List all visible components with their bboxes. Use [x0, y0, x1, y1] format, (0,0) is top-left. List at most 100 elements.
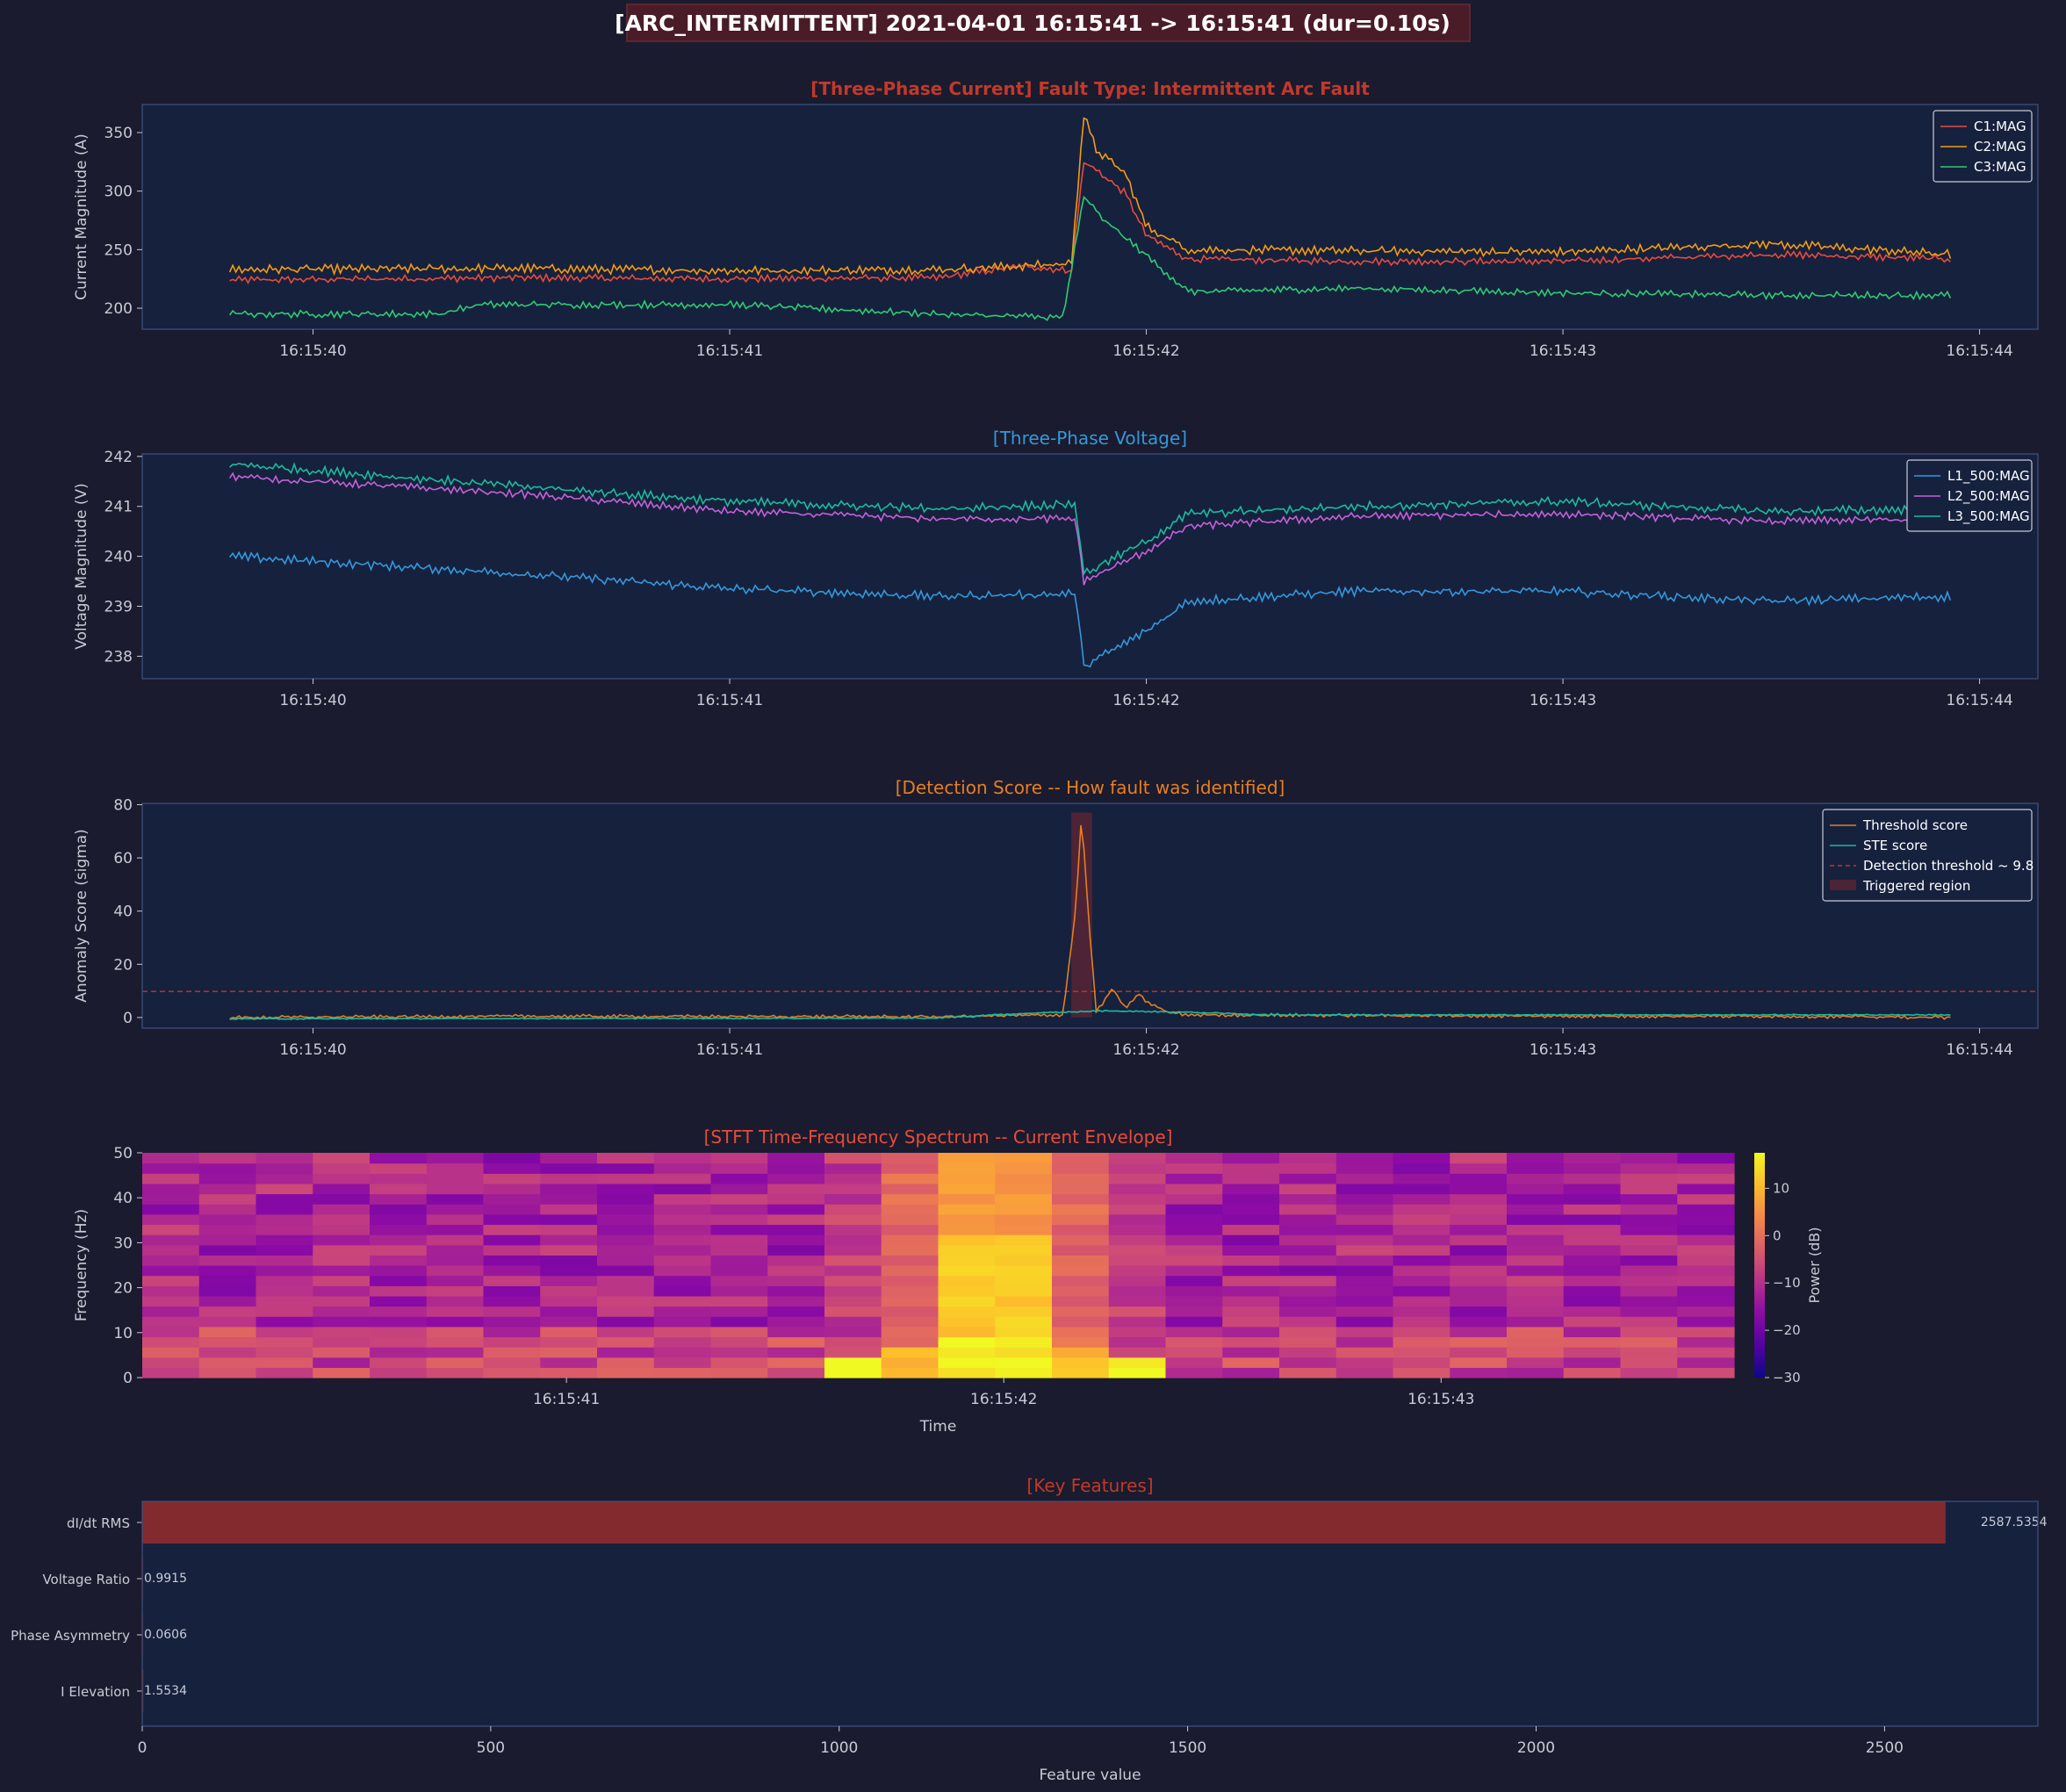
heatmap-cell — [256, 1255, 313, 1266]
heatmap-cell — [767, 1285, 825, 1297]
heatmap-cell — [597, 1347, 655, 1358]
heatmap-cell — [370, 1265, 428, 1277]
heatmap-cell — [1222, 1295, 1280, 1307]
y-tick-label: 50 — [113, 1145, 133, 1162]
heatmap-cell — [198, 1326, 257, 1338]
heatmap-cell — [824, 1357, 882, 1368]
heatmap-cell — [540, 1265, 598, 1277]
heatmap-cell — [313, 1316, 371, 1328]
chart-panel-0: [Three-Phase Current] Fault Type: Interm… — [73, 78, 2039, 360]
heatmap-cell — [1165, 1265, 1223, 1277]
heatmap-cell — [426, 1347, 485, 1358]
heatmap-cell — [824, 1193, 882, 1205]
heatmap-cell — [313, 1244, 371, 1256]
heatmap-cell — [1108, 1244, 1167, 1256]
heatmap-cell — [881, 1153, 939, 1164]
y-tick-label: 350 — [104, 125, 133, 142]
x-tick-label: 16:15:42 — [1112, 1041, 1179, 1059]
x-tick-label: 16:15:41 — [533, 1391, 600, 1408]
heatmap-cell — [653, 1244, 712, 1256]
heatmap-cell — [1450, 1336, 1508, 1348]
heatmap-cell — [597, 1234, 655, 1246]
heatmap-cell — [426, 1275, 485, 1286]
heatmap-cell — [1052, 1204, 1110, 1215]
axes-border — [141, 802, 2039, 1029]
heatmap-cell — [1507, 1316, 1565, 1328]
heatmap-cell — [540, 1306, 598, 1317]
heatmap-cell — [1052, 1162, 1110, 1174]
heatmap-cell — [824, 1295, 882, 1307]
heatmap-cell — [1108, 1183, 1167, 1195]
heatmap-cell — [198, 1173, 257, 1184]
heatmap-cell — [426, 1224, 485, 1235]
heatmap-cell — [370, 1183, 428, 1195]
heatmap-cell — [1052, 1173, 1110, 1184]
heatmap-cell — [1165, 1193, 1223, 1205]
heatmap-cell — [1507, 1244, 1565, 1256]
heatmap-cell — [881, 1173, 939, 1184]
heatmap-cell — [1677, 1275, 1735, 1286]
heatmap-cell — [1620, 1244, 1678, 1256]
heatmap-cell — [1507, 1336, 1565, 1348]
heatmap-cell — [1507, 1347, 1565, 1358]
heatmap-cell — [1393, 1285, 1451, 1297]
heatmap-cell — [256, 1224, 313, 1235]
heatmap-cell — [256, 1183, 313, 1195]
chart-title: [Three-Phase Voltage] — [993, 428, 1187, 449]
heatmap-cell — [256, 1265, 313, 1277]
heatmap-cell — [824, 1367, 882, 1378]
x-axis-label: Feature value — [1039, 1767, 1141, 1784]
y-tick-label: 250 — [104, 241, 133, 259]
heatmap-cell — [370, 1275, 428, 1286]
heatmap-cell — [483, 1357, 541, 1368]
y-tick-label: dI/dt RMS — [67, 1515, 130, 1531]
heatmap-cell — [1563, 1367, 1622, 1378]
heatmap-cell — [767, 1162, 825, 1174]
heatmap-cell — [824, 1285, 882, 1297]
heatmap-cell — [1450, 1234, 1508, 1246]
x-axis-label: Time — [919, 1418, 957, 1436]
legend-label: STE score — [1863, 838, 1927, 853]
x-tick-label: 16:15:42 — [1112, 692, 1179, 709]
heatmap-cell — [824, 1275, 882, 1286]
heatmap-cell — [256, 1244, 313, 1256]
heatmap-cell — [1507, 1204, 1565, 1215]
heatmap-cell — [938, 1347, 996, 1358]
heatmap-cell — [995, 1326, 1053, 1338]
heatmap-cell — [1507, 1275, 1565, 1286]
heatmap-cell — [483, 1275, 541, 1286]
heatmap-cell — [1108, 1213, 1167, 1226]
heatmap-cell — [995, 1265, 1053, 1277]
legend-label: L2_500:MAG — [1947, 488, 2030, 505]
heatmap-cell — [1222, 1265, 1280, 1277]
heatmap-cell — [1563, 1357, 1622, 1368]
heatmap-cell — [710, 1316, 768, 1328]
heatmap-cell — [938, 1173, 996, 1184]
heatmap-cell — [426, 1255, 485, 1266]
heatmap-cell — [1563, 1244, 1622, 1256]
heatmap-cell — [142, 1244, 200, 1256]
heatmap-cell — [1563, 1204, 1622, 1215]
chart-title: [Detection Score -- How fault was identi… — [896, 777, 1285, 798]
heatmap-cell — [256, 1173, 313, 1184]
axes-border — [141, 104, 2039, 330]
heatmap-cell — [938, 1316, 996, 1328]
heatmap-cell — [426, 1285, 485, 1297]
series-line-c1-mag — [229, 162, 1951, 284]
x-tick-label: 16:15:41 — [696, 342, 763, 360]
colorbar-tick-label: −10 — [1773, 1275, 1801, 1291]
heatmap-cell — [938, 1153, 996, 1164]
heatmap-cell — [938, 1275, 996, 1286]
y-tick-label: I Elevation — [61, 1684, 130, 1700]
heatmap-cell — [1677, 1367, 1735, 1378]
heatmap-cell — [540, 1357, 598, 1368]
heatmap-cell — [881, 1204, 939, 1215]
x-tick-label: 16:15:40 — [279, 342, 346, 360]
heatmap-cell — [597, 1173, 655, 1184]
heatmap-cell — [370, 1204, 428, 1215]
heatmap-cell — [995, 1285, 1053, 1297]
heatmap-cell — [824, 1162, 882, 1174]
heatmap-cell — [1335, 1224, 1394, 1235]
heatmap-cell — [1222, 1357, 1280, 1368]
heatmap-cell — [1052, 1183, 1110, 1195]
